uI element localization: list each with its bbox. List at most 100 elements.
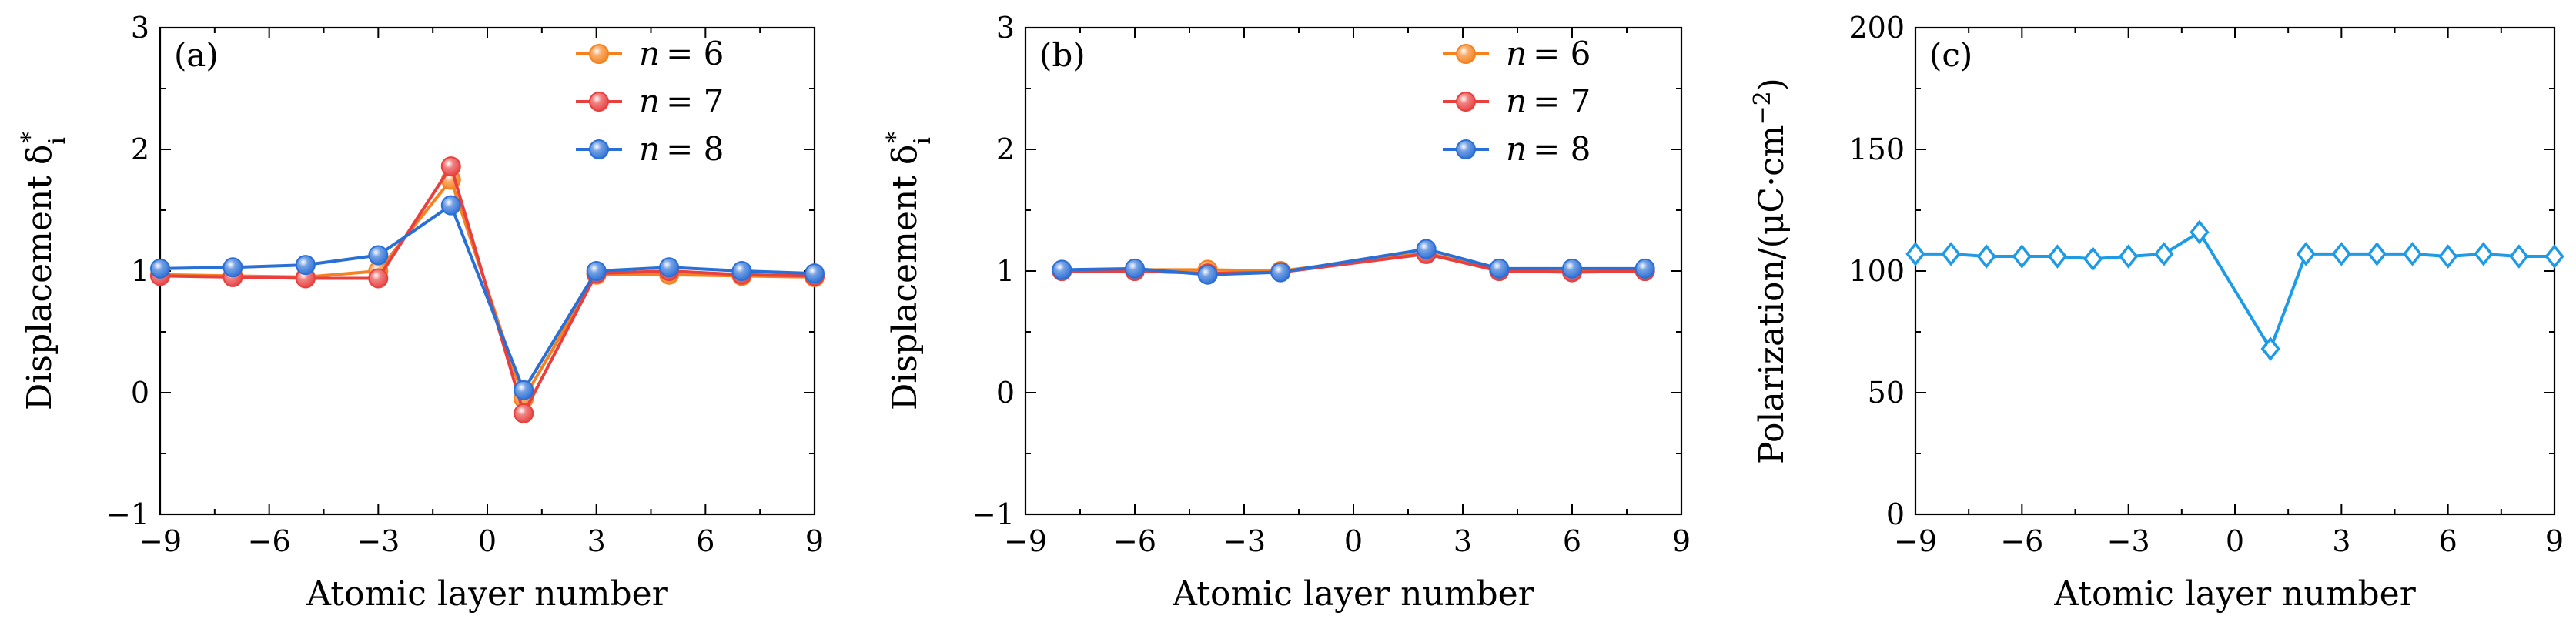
panel-label: (c) [1929,36,1972,74]
data-point [2544,244,2564,269]
y-axis-title-sub: i [909,137,936,145]
data-point [150,258,170,279]
chart-panel-3: −9 −6 −3 0 3 6 9 0 50 100 150 200 Atomic layer numbe… [1749,11,2564,614]
data-point [295,255,316,276]
x-tick-label: 3 [2332,524,2350,558]
series-3 [1052,239,1655,285]
legend-entry: n = 7 [639,82,724,120]
legend-value: = 7 [666,82,724,120]
y-axis-title-sub: i [44,137,71,145]
data-point [2438,244,2458,269]
legend-var: n [639,82,660,120]
x-tick-label: 3 [587,524,606,558]
data-point [1125,258,1145,279]
legend-var: n [1506,82,1527,120]
y-tick-label: 100 [1848,254,1905,288]
chart-panel-1: −9 −6 −3 0 3 6 9 −1 0 1 2 3 Atomic layer number Displ… [17,11,825,614]
y-tick-label: 0 [131,376,149,410]
legend-var: n [1506,35,1527,72]
series-1 [1905,219,2564,361]
y-axis-title-sup: * [882,132,909,143]
x-tick-label: 0 [1344,524,1363,558]
data-point [2296,242,2316,266]
legend-entry: n = 7 [1506,82,1591,120]
legend-marker [589,139,609,159]
x-tick-label: 0 [478,524,497,558]
legend-entry: n = 6 [639,35,724,72]
y-axis-title: Polarization/(μC·cm−2) [1749,78,1792,464]
data-point [2083,246,2103,272]
data-point [805,263,825,284]
y-axis-title-main: Displacement δ [20,145,59,410]
data-point [514,403,534,423]
x-tick-label: 9 [805,524,824,558]
data-point [1634,258,1655,279]
legend-marker [1456,44,1476,64]
y-tick-label: 3 [131,11,149,45]
panel-label: (a) [174,36,219,74]
series-line [1062,247,1645,276]
panel-label: (b) [1039,36,1086,74]
legend-var: n [639,35,660,72]
legend-marker [589,92,609,112]
y-tick-label: 0 [1886,497,1905,531]
legend: n = 6n = 7n = 8 [576,35,724,168]
y-tick-label: 50 [1868,376,1905,410]
plot-area-frame [1914,26,2556,516]
legend-marker [1456,92,1476,112]
data-point [2119,244,2139,269]
y-tick-label: 3 [996,11,1015,45]
data-point [1052,259,1072,280]
x-tick-label: 9 [1672,524,1691,558]
data-point [2154,242,2174,266]
data-point [2047,244,2068,269]
data-point [586,261,607,281]
data-point [514,380,534,400]
y-tick-label: 0 [996,376,1015,410]
data-point [368,268,389,289]
x-axis-title: Atomic layer number [306,574,668,614]
y-axis-title-sup: * [17,132,44,143]
y-tick-label: 1 [996,254,1015,288]
data-point [2012,244,2032,269]
y-tick-label: 2 [131,132,149,166]
y-axis-title-main: Displacement δ [885,145,925,410]
x-tick-label: −3 [2107,524,2150,558]
series-2 [150,156,825,423]
legend-value: = 8 [1533,130,1591,168]
y-axis-title: Displacement δi* [882,132,936,410]
legend-marker [589,44,609,64]
x-tick-label: −6 [2000,524,2043,558]
y-tick-label: 1 [131,254,149,288]
x-tick-label: 9 [2545,524,2564,558]
data-point [2367,242,2387,266]
y-tick-label: 150 [1848,132,1905,166]
x-tick-label: −9 [1004,524,1047,558]
series-line [1915,230,2554,351]
y-tick-label: −1 [972,497,1015,531]
x-tick-label: −3 [356,524,400,558]
y-axis-title-end: ) [1752,78,1791,91]
data-point [659,257,680,278]
x-axis-title: Atomic layer number [2053,574,2416,614]
legend-entry: n = 8 [1506,130,1591,168]
legend-var: n [1506,130,1527,168]
data-point [2509,244,2529,269]
x-tick-label: −3 [1223,524,1266,558]
x-axis-title: Atomic layer number [1172,574,1534,614]
data-point [1197,264,1218,285]
legend-value: = 6 [666,35,724,72]
series-line [159,165,815,415]
legend-entry: n = 8 [639,130,724,168]
data-point [440,195,461,216]
data-point [2474,242,2494,266]
data-point [1416,239,1437,259]
x-tick-label: −6 [248,524,291,558]
chart-panel-2: −9 −6 −3 0 3 6 9 −1 0 1 2 3 Atomic layer number Displ… [882,11,1691,614]
y-tick-label: 2 [996,132,1015,166]
data-point [1562,258,1582,279]
data-point [2190,219,2210,245]
data-point [1270,262,1291,283]
